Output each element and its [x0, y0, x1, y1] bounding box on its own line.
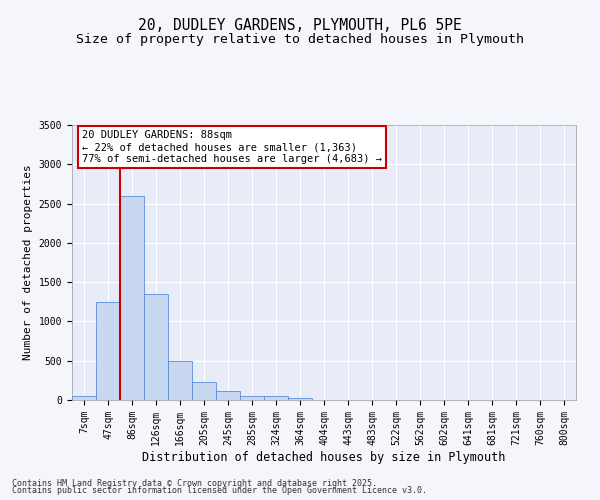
Bar [216, 392, 240, 400]
Text: Contains public sector information licensed under the Open Government Licence v3: Contains public sector information licen… [12, 486, 427, 495]
Bar [120, 196, 144, 400]
Bar [192, 382, 216, 400]
X-axis label: Distribution of detached houses by size in Plymouth: Distribution of detached houses by size … [142, 450, 506, 464]
Bar [240, 396, 264, 400]
Bar [72, 396, 96, 400]
Text: 20 DUDLEY GARDENS: 88sqm
← 22% of detached houses are smaller (1,363)
77% of sem: 20 DUDLEY GARDENS: 88sqm ← 22% of detach… [82, 130, 382, 164]
Text: Size of property relative to detached houses in Plymouth: Size of property relative to detached ho… [76, 32, 524, 46]
Bar [144, 294, 168, 400]
Bar [96, 302, 120, 400]
Bar [264, 396, 288, 400]
Bar [168, 360, 192, 400]
Text: Contains HM Land Registry data © Crown copyright and database right 2025.: Contains HM Land Registry data © Crown c… [12, 478, 377, 488]
Text: 20, DUDLEY GARDENS, PLYMOUTH, PL6 5PE: 20, DUDLEY GARDENS, PLYMOUTH, PL6 5PE [138, 18, 462, 32]
Y-axis label: Number of detached properties: Number of detached properties [23, 164, 33, 360]
Bar [288, 398, 312, 400]
